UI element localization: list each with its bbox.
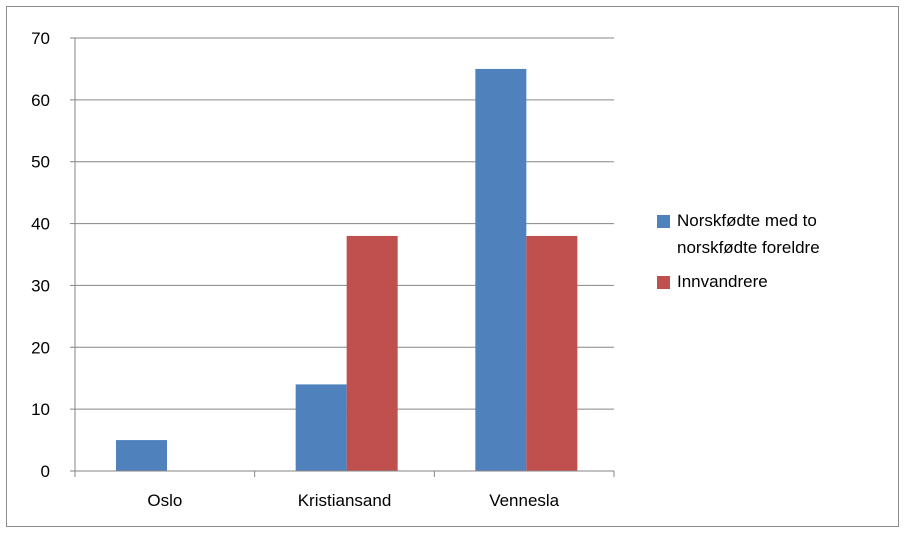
y-tick-label-1: 10 [31,400,50,419]
legend-item-series-1: Innvandrere [655,268,895,295]
axes [70,37,615,477]
bar-oslo-series-0 [116,440,167,471]
bar-kristiansand-series-1 [346,235,398,471]
legend-label-series-1: Innvandrere [677,272,768,291]
x-tick-labels: Oslo Kristiansand Vennesla [147,491,559,510]
bar-kristiansand-series-0 [295,384,347,471]
y-tick-label-6: 60 [31,91,50,110]
y-tick-label-7: 70 [31,29,50,48]
bar-vennesla-series-0 [475,68,527,471]
x-tick-label-2: Vennesla [489,491,559,510]
y-tick-labels: 0 10 20 30 40 50 60 70 [31,29,50,481]
y-tick-label-4: 40 [31,215,50,234]
legend-item-series-0: Norskfødte med to norskfødte foreldre [655,207,895,261]
legend: Norskfødte med to norskfødte foreldre In… [655,207,895,302]
y-tick-label-3: 30 [31,276,50,295]
legend-swatch-series-1 [657,276,670,289]
y-tick-label-5: 50 [31,153,50,172]
bars [116,68,578,471]
x-tick-label-0: Oslo [147,491,182,510]
legend-label-series-0: Norskfødte med to norskfødte foreldre [677,211,820,257]
x-tick-label-1: Kristiansand [298,491,392,510]
y-tick-label-0: 0 [41,462,50,481]
bar-vennesla-series-1 [526,235,578,471]
y-tick-label-2: 20 [31,338,50,357]
legend-swatch-series-0 [657,215,670,228]
